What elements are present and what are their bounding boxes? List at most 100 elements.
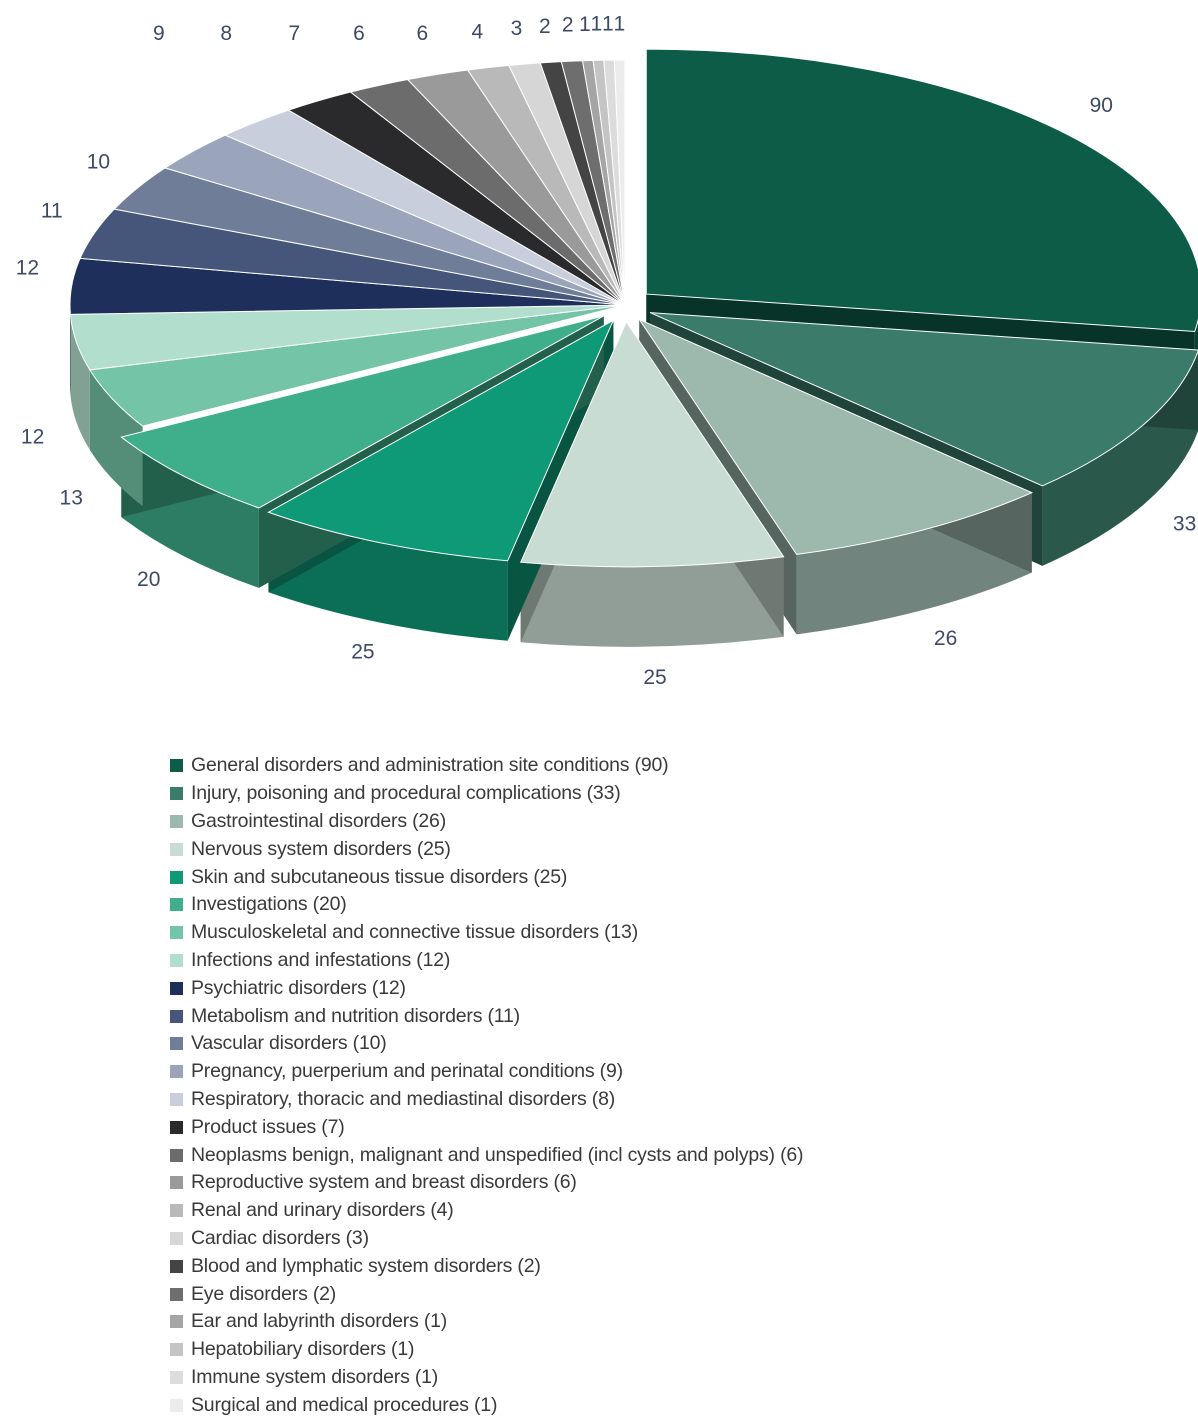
legend-label: Pregnancy, puerperium and perinatal cond…	[191, 1060, 623, 1083]
legend-swatch	[170, 814, 183, 828]
slice-value-label: 9	[153, 22, 165, 45]
legend-label: Gastrointestinal disorders (26)	[191, 809, 446, 832]
pie-slice-side	[70, 314, 90, 450]
legend-label: Injury, poisoning and procedural complic…	[191, 782, 621, 805]
legend-label: General disorders and administration sit…	[191, 754, 669, 777]
legend-swatch	[170, 1343, 183, 1357]
legend-item: Hepatobiliary disorders (1)	[170, 1336, 1070, 1364]
legend-label: Psychiatric disorders (12)	[191, 976, 406, 999]
slice-value-label: 1	[590, 13, 602, 36]
legend-item: Cardiac disorders (3)	[170, 1225, 1070, 1253]
legend-label: Hepatobiliary disorders (1)	[191, 1338, 415, 1361]
legend-item: Product issues (7)	[170, 1113, 1070, 1141]
legend-item: Skin and subcutaneous tissue disorders (…	[170, 863, 1070, 891]
legend-swatch	[170, 870, 183, 884]
legend-label: Investigations (20)	[191, 893, 347, 916]
legend-item: Psychiatric disorders (12)	[170, 974, 1070, 1002]
legend-item: Reproductive system and breast disorders…	[170, 1169, 1070, 1197]
legend-item: Investigations (20)	[170, 891, 1070, 919]
legend-item: Pregnancy, puerperium and perinatal cond…	[170, 1058, 1070, 1086]
slice-value-label: 26	[934, 627, 957, 650]
slice-value-label: 8	[220, 22, 232, 45]
legend-label: Eye disorders (2)	[191, 1282, 337, 1305]
legend-label: Neoplasms benign, malignant and unspedif…	[191, 1143, 804, 1166]
legend-label: Infections and infestations (12)	[191, 948, 451, 971]
slice-value-label: 2	[562, 14, 574, 37]
slice-value-label: 13	[60, 486, 83, 509]
slice-value-label: 6	[353, 22, 365, 45]
legend-label: Musculoskeletal and connective tissue di…	[191, 921, 638, 944]
legend-swatch	[170, 1092, 183, 1106]
legend-item: Gastrointestinal disorders (26)	[170, 808, 1070, 836]
legend-label: Product issues (7)	[191, 1115, 345, 1138]
legend-swatch	[170, 926, 183, 940]
legend-swatch	[170, 1037, 183, 1051]
legend-item: Musculoskeletal and connective tissue di…	[170, 919, 1070, 947]
legend-swatch	[170, 1148, 183, 1162]
slice-value-label: 11	[41, 200, 63, 223]
pie-slice-side	[89, 369, 143, 507]
legend-label: Ear and labyrinth disorders (1)	[191, 1310, 448, 1333]
legend-item: General disorders and administration sit…	[170, 752, 1070, 780]
pie-slice	[645, 48, 1198, 332]
slice-value-label: 7	[289, 22, 301, 45]
slice-value-label: 25	[643, 666, 666, 689]
legend-item: Surgical and medical procedures (1)	[170, 1391, 1070, 1419]
legend-swatch	[170, 1398, 183, 1412]
legend-item: Nervous system disorders (25)	[170, 835, 1070, 863]
slice-value-label: 10	[87, 151, 110, 174]
legend-item: Eye disorders (2)	[170, 1280, 1070, 1308]
legend-item: Renal and urinary disorders (4)	[170, 1197, 1070, 1225]
legend-item: Metabolism and nutrition disorders (11)	[170, 1002, 1070, 1030]
slice-value-label: 20	[137, 568, 160, 591]
legend-label: Nervous system disorders (25)	[191, 837, 451, 860]
pie-slice	[120, 315, 604, 509]
legend-swatch	[170, 981, 183, 995]
legend-swatch	[170, 1231, 183, 1245]
legend-label: Immune system disorders (1)	[191, 1365, 439, 1388]
slice-value-label: 1	[602, 13, 614, 36]
pie-slice	[613, 59, 626, 306]
legend-label: Vascular disorders (10)	[191, 1032, 387, 1055]
legend-swatch	[170, 1120, 183, 1134]
legend-item: Vascular disorders (10)	[170, 1030, 1070, 1058]
legend-item: Infections and infestations (12)	[170, 947, 1070, 975]
legend-item: Immune system disorders (1)	[170, 1364, 1070, 1392]
legend-swatch	[170, 1370, 183, 1384]
legend-label: Cardiac disorders (3)	[191, 1226, 369, 1249]
legend-swatch	[170, 1259, 183, 1273]
legend-item: Neoplasms benign, malignant and unspedif…	[170, 1141, 1070, 1169]
legend-swatch	[170, 1176, 183, 1190]
legend-label: Blood and lymphatic system disorders (2)	[191, 1254, 541, 1277]
legend-label: Reproductive system and breast disorders…	[191, 1171, 577, 1194]
legend-label: Metabolism and nutrition disorders (11)	[191, 1004, 520, 1027]
slice-value-label: 33	[1173, 512, 1196, 535]
legend-label: Renal and urinary disorders (4)	[191, 1199, 454, 1222]
legend-item: Respiratory, thoracic and mediastinal di…	[170, 1086, 1070, 1114]
slice-value-label: 12	[16, 257, 39, 280]
legend-swatch	[170, 898, 183, 912]
legend-item: Ear and labyrinth disorders (1)	[170, 1308, 1070, 1336]
legend-swatch	[170, 1009, 183, 1023]
legend-item: Injury, poisoning and procedural complic…	[170, 780, 1070, 808]
legend-swatch	[170, 1065, 183, 1079]
slice-value-label: 3	[511, 17, 523, 40]
legend-swatch	[170, 1204, 183, 1218]
slice-value-label: 6	[417, 22, 429, 45]
slice-value-label: 1	[579, 13, 591, 36]
pie-top-faces	[69, 48, 1198, 568]
slice-value-label: 12	[21, 425, 44, 448]
slice-value-label: 4	[471, 21, 483, 44]
legend-swatch	[170, 1315, 183, 1329]
pie-slice-side	[520, 556, 784, 647]
legend-label: Respiratory, thoracic and mediastinal di…	[191, 1087, 616, 1110]
slice-value-label: 1	[613, 12, 625, 35]
legend-swatch	[170, 787, 183, 801]
pie-slice	[519, 320, 785, 568]
pie-slice-side	[1042, 351, 1198, 566]
legend-label: Skin and subcutaneous tissue disorders (…	[191, 865, 568, 888]
chart-legend: General disorders and administration sit…	[170, 752, 1070, 1419]
